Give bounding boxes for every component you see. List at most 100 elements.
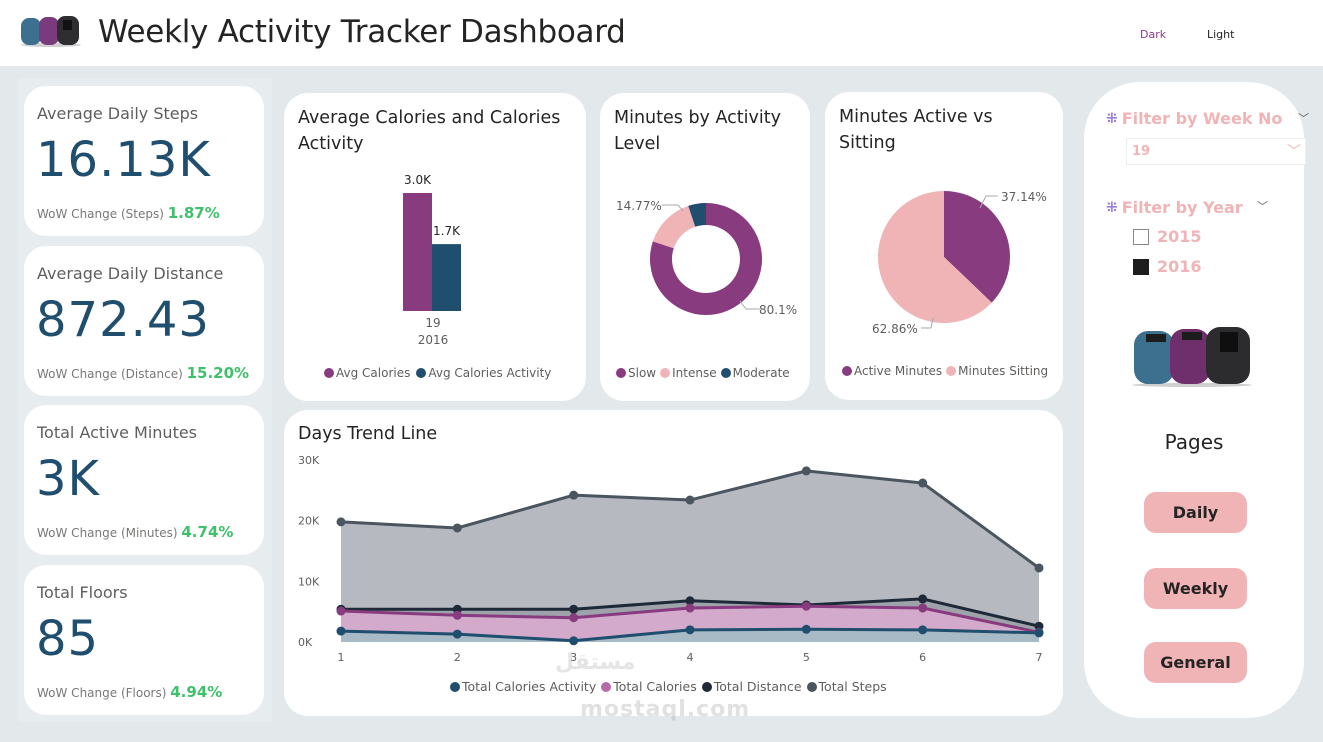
legend-dot (450, 681, 460, 692)
point-total-steps[interactable] (801, 466, 811, 476)
donut-legend: Slow Intense Moderate (616, 366, 790, 380)
point-total-steps[interactable] (685, 495, 695, 505)
legend-item[interactable]: Active Minutes (842, 364, 942, 378)
legend-item[interactable]: Avg Calories (324, 366, 410, 380)
nav-general-button[interactable]: General (1144, 642, 1247, 683)
kpi-change-value: 4.74% (181, 523, 234, 541)
card-avg-calories: Average Calories and Calories Activity 3… (284, 93, 586, 401)
legend-label: Moderate (732, 366, 790, 380)
point-total-calories[interactable] (452, 610, 462, 620)
y-tick-label: 0K (298, 636, 313, 649)
point-total-calories[interactable] (918, 603, 928, 613)
legend-item[interactable]: Avg Calories Activity (416, 366, 551, 380)
bar-avg-calories[interactable] (403, 193, 432, 311)
donut-slice-slow[interactable] (650, 203, 762, 315)
kpi-change: WoW Change (Floors) 4.94% (37, 683, 222, 701)
legend-item[interactable]: Total Calories Activity (450, 679, 596, 694)
point-total-calories-activity[interactable] (336, 626, 346, 636)
area-chart: 0K 10K 20K 30K 1 2 3 4 5 6 7 (298, 454, 1044, 664)
legend-label: Avg Calories Activity (428, 366, 552, 380)
bar-data-label: 3.0K (404, 173, 432, 187)
chart-title: Minutes by Activity Level (614, 108, 781, 154)
legend-item[interactable]: Moderate (720, 366, 790, 380)
legend-label: Slow (628, 366, 657, 380)
kpi-value: 85 (36, 611, 100, 667)
kpi-change-value: 4.94% (170, 683, 223, 701)
kpi-label: Total Active Minutes (37, 423, 198, 442)
chevron-down-icon: ﹀ (1287, 144, 1301, 160)
year-option-2016[interactable]: 2016 (1133, 257, 1202, 276)
donut-chart: 14.77% 80.1% (616, 199, 797, 317)
x-tick-sublabel: 2016 (418, 333, 449, 347)
donut-slice-moderate[interactable] (688, 203, 706, 227)
point-total-calories[interactable] (801, 601, 811, 611)
point-total-steps[interactable] (569, 490, 579, 500)
point-total-distance[interactable] (569, 604, 579, 614)
theme-dark-button[interactable]: Dark (1140, 28, 1167, 41)
kpi-change-label: WoW Change (Distance) (37, 367, 183, 381)
donut-slice-intense[interactable] (652, 205, 696, 249)
fitbit-dots-icon: ⁜ (1106, 199, 1118, 216)
filter-panel (1084, 82, 1304, 718)
point-total-distance[interactable] (918, 594, 928, 604)
legend-item[interactable]: Total Steps (806, 679, 887, 694)
legend-item[interactable]: Slow (616, 366, 656, 380)
chevron-down-icon[interactable]: ﹀ (1298, 112, 1309, 125)
year-option-2015[interactable]: 2015 (1133, 227, 1202, 246)
kpi-change: WoW Change (Minutes) 4.74% (37, 523, 233, 541)
legend-dot (720, 368, 731, 378)
legend-item[interactable]: Total Distance (701, 679, 802, 694)
nav-daily-button[interactable]: Daily (1144, 492, 1247, 533)
legend-item[interactable]: Minutes Sitting (946, 364, 1048, 378)
point-total-calories-activity[interactable] (452, 629, 462, 639)
nav-weekly-button[interactable]: Weekly (1144, 568, 1247, 609)
kpi-change-label: WoW Change (Floors) (37, 686, 167, 700)
week-filter-header: ⁜ Filter by Week No (1106, 109, 1282, 128)
leader-line (979, 195, 998, 209)
kpi-change-value: 15.20% (186, 364, 250, 382)
leader-line (739, 300, 760, 310)
point-total-steps[interactable] (336, 517, 346, 527)
dashboard-title: Weekly Activity Tracker Dashboard (98, 14, 626, 50)
legend-label: Active Minutes (854, 364, 943, 378)
pie-slice-minutes-sitting[interactable] (878, 191, 992, 323)
card-days-trend: Days Trend Line 0K 10K 20K 30K 1 2 3 4 5 6 7 Tota… (284, 410, 1063, 716)
chart-title: Average Calories and Calories Activity (298, 108, 561, 154)
x-tick-label: 7 (1036, 651, 1043, 664)
point-total-steps[interactable] (918, 478, 928, 488)
point-total-calories-activity[interactable] (1034, 628, 1044, 638)
legend-dot (616, 368, 626, 378)
pie-slice-active-minutes[interactable] (944, 191, 1010, 303)
legend-item[interactable]: Intense (660, 366, 717, 380)
checkbox[interactable] (1133, 258, 1149, 275)
legend-label: Total Distance (713, 679, 802, 694)
x-tick-label: 3 (570, 651, 577, 664)
slice-label-intense: 14.77% (616, 199, 662, 213)
point-total-steps[interactable] (1034, 563, 1044, 573)
slice-label-active: 37.14% (1001, 190, 1047, 204)
legend-item[interactable]: Total Calories (601, 679, 697, 694)
x-tick-label: 4 (687, 651, 694, 664)
week-dropdown[interactable]: 19 ﹀ (1126, 138, 1306, 165)
chevron-down-icon[interactable]: ﹀ (1257, 200, 1268, 213)
pie-chart: 37.14% 62.86% (872, 190, 1047, 336)
point-total-calories[interactable] (569, 613, 579, 623)
card-minutes-activity-level: Minutes by Activity Level 14.77% 80.1% S… (600, 93, 810, 401)
theme-light-button[interactable]: Light (1207, 28, 1235, 41)
checkbox[interactable] (1133, 228, 1149, 245)
leader-line (662, 204, 684, 212)
y-tick-label: 20K (298, 515, 320, 528)
x-tick-label: 1 (338, 651, 345, 664)
point-total-calories-activity[interactable] (801, 624, 811, 634)
legend-label: Avg Calories (336, 366, 411, 380)
point-total-calories[interactable] (685, 603, 695, 613)
point-total-steps[interactable] (452, 523, 462, 533)
card-active-vs-sitting: Minutes Active vs Sitting 37.14% 62.86% … (825, 92, 1063, 400)
point-total-distance[interactable] (685, 596, 695, 606)
point-total-calories-activity[interactable] (918, 625, 928, 635)
point-total-calories-activity[interactable] (685, 625, 695, 635)
bar-avg-calories-activity[interactable] (432, 244, 461, 311)
point-total-calories-activity[interactable] (569, 636, 579, 646)
kpi-change-label: WoW Change (Steps) (37, 207, 164, 221)
point-total-calories[interactable] (336, 606, 346, 616)
